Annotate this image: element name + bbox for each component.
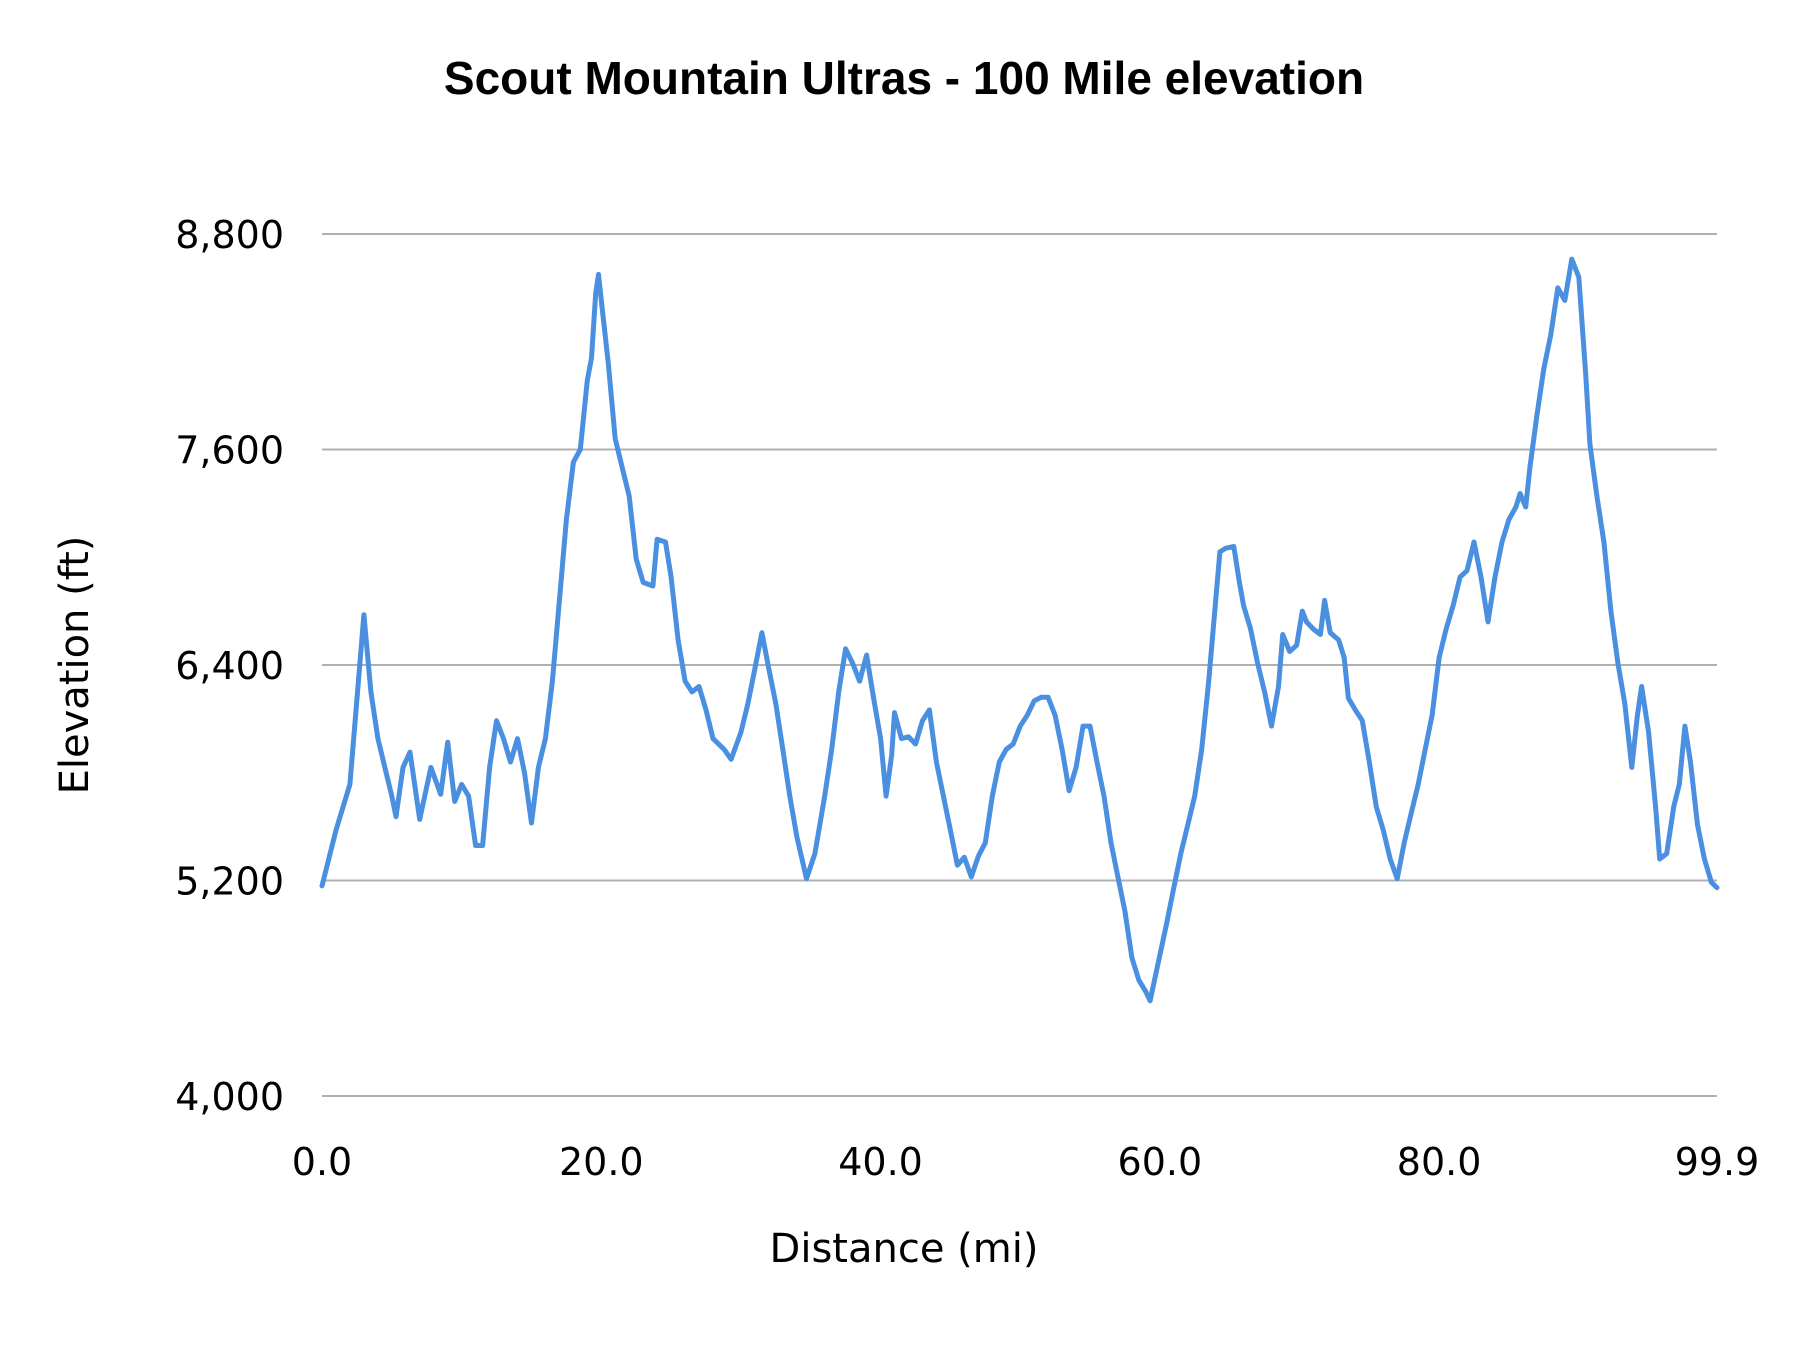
x-tick-label: 40.0 bbox=[838, 1140, 923, 1184]
y-tick-label: 8,800 bbox=[175, 213, 284, 257]
x-tick-label: 20.0 bbox=[559, 1140, 644, 1184]
elevation-series-line bbox=[319, 256, 1720, 1004]
y-tick-label: 7,600 bbox=[175, 429, 284, 473]
x-tick-label: 0.0 bbox=[292, 1140, 352, 1184]
y-axis-ticks: 4,000 5,200 6,400 7,600 8,800 bbox=[175, 213, 284, 1119]
chart-title: Scout Mountain Ultras - 100 Mile elevati… bbox=[444, 52, 1364, 104]
x-axis-ticks: 0.0 20.0 40.0 60.0 80.0 99.9 bbox=[292, 1140, 1760, 1184]
y-axis-label: Elevation (ft) bbox=[52, 536, 98, 795]
y-tick-label: 5,200 bbox=[175, 860, 284, 904]
y-tick-label: 6,400 bbox=[175, 644, 284, 688]
x-tick-label: 60.0 bbox=[1118, 1140, 1203, 1184]
x-axis-label: Distance (mi) bbox=[770, 1226, 1039, 1272]
x-tick-label: 80.0 bbox=[1397, 1140, 1482, 1184]
gridlines bbox=[322, 233, 1717, 1097]
x-tick-label: 99.9 bbox=[1675, 1140, 1760, 1184]
y-tick-label: 4,000 bbox=[175, 1075, 284, 1119]
